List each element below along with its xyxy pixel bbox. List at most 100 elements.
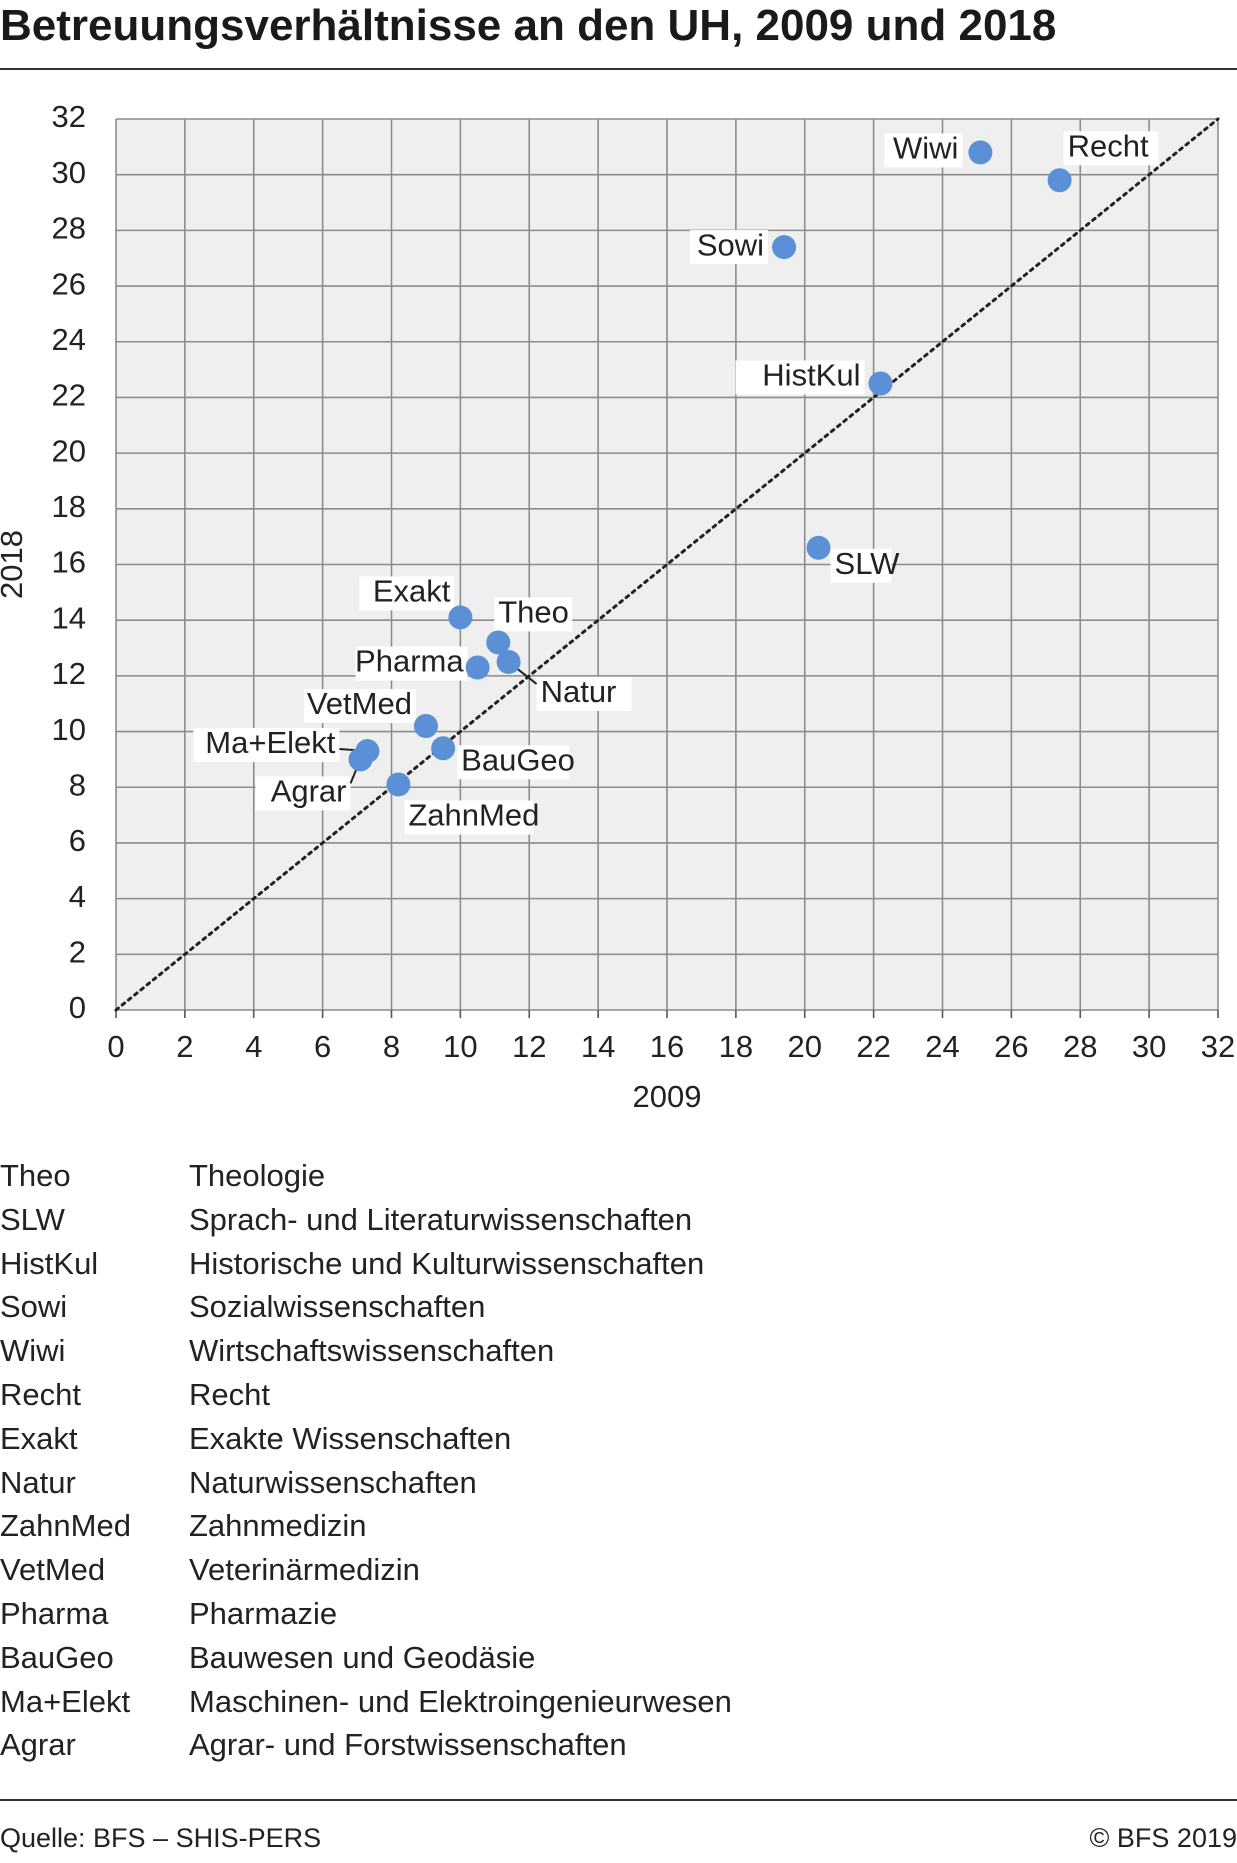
y-tick-label: 20 bbox=[52, 433, 86, 468]
point-label-background-pharma bbox=[355, 646, 468, 681]
y-tick-label: 22 bbox=[52, 378, 86, 413]
data-point-theo bbox=[486, 630, 511, 655]
data-point-exakt bbox=[448, 605, 473, 630]
legend-row: VetMed Veterinärmedizin bbox=[0, 1548, 1237, 1592]
point-label-pharma: Pharma bbox=[355, 644, 464, 679]
x-tick-label: 30 bbox=[1132, 1029, 1166, 1064]
y-tick-label: 30 bbox=[52, 155, 86, 190]
point-label-background-vetmed bbox=[303, 688, 416, 723]
x-tick-label: 6 bbox=[314, 1029, 331, 1064]
point-label-histkul: HistKul bbox=[762, 358, 860, 393]
y-tick-label: 12 bbox=[52, 656, 86, 691]
title-divider bbox=[0, 68, 1237, 70]
legend-abbreviation: Natur bbox=[0, 1464, 76, 1500]
legend-row: Exakt Exakte Wissenschaften bbox=[0, 1417, 1237, 1461]
point-label-sowi: Sowi bbox=[697, 227, 764, 262]
data-point-natur bbox=[496, 649, 521, 674]
legend-row: Ma+Elekt Maschinen- und Elektroingenieurw… bbox=[0, 1680, 1237, 1724]
legend-row: Theo Theologie bbox=[0, 1154, 1237, 1198]
data-point-sowi bbox=[772, 235, 797, 260]
x-axis-title: 2009 bbox=[633, 1079, 702, 1114]
y-tick-label: 2 bbox=[69, 935, 86, 970]
y-tick-label: 32 bbox=[52, 99, 86, 134]
point-label-zahnmed: ZahnMed bbox=[408, 798, 539, 833]
point-label-background-ma-elekt bbox=[193, 728, 340, 763]
point-label-theo: Theo bbox=[498, 595, 569, 630]
point-label-background-agrar bbox=[255, 776, 351, 811]
point-label-natur: Natur bbox=[541, 674, 617, 709]
y-axis-title: 2018 bbox=[0, 530, 29, 599]
x-tick-label: 8 bbox=[383, 1029, 400, 1064]
legend-row: Wiwi Wirtschaftswissenschaften bbox=[0, 1329, 1237, 1373]
x-tick-label: 12 bbox=[512, 1029, 546, 1064]
x-tick-label: 20 bbox=[788, 1029, 822, 1064]
legend-full-name: Historische und Kulturwissenschaften bbox=[189, 1245, 705, 1281]
data-point-baugeo bbox=[431, 736, 456, 761]
x-tick-label: 32 bbox=[1201, 1029, 1235, 1064]
legend-row: ZahnMed Zahnmedizin bbox=[0, 1504, 1237, 1548]
legend-abbreviation: Recht bbox=[0, 1377, 81, 1412]
y-tick-label: 16 bbox=[52, 545, 86, 580]
reference-diagonal-line bbox=[114, 117, 1220, 1012]
point-label-background-histkul bbox=[735, 360, 865, 395]
chart-title: Betreuungsverhältnisse an den UH, 2009 u… bbox=[0, 1, 1057, 50]
legend-full-name: Wirtschaftswissenschaften bbox=[189, 1333, 555, 1369]
point-label-background-sowi bbox=[690, 230, 769, 265]
x-tick-label: 16 bbox=[650, 1029, 684, 1064]
x-tick-label: 28 bbox=[1063, 1029, 1097, 1064]
y-tick-label: 0 bbox=[69, 990, 86, 1025]
point-label-background-baugeo bbox=[457, 745, 570, 780]
source-note: Quelle: BFS – SHIS-PERS bbox=[0, 1823, 322, 1853]
point-label-agrar: Agrar bbox=[271, 774, 347, 809]
legend-full-name: Maschinen- und Elektroingenieurwesen bbox=[189, 1683, 732, 1719]
x-tick-label: 26 bbox=[994, 1029, 1028, 1064]
y-tick-label: 6 bbox=[69, 823, 86, 858]
legend-abbreviation: Wiwi bbox=[0, 1333, 66, 1369]
y-tick-label: 28 bbox=[52, 211, 86, 246]
legend-full-name: Exakte Wissenschaften bbox=[189, 1420, 512, 1456]
point-label-background-wiwi bbox=[884, 133, 963, 168]
point-label-background-theo bbox=[494, 597, 573, 632]
legend-row: Sowi Sozialwissenschaften bbox=[0, 1285, 1237, 1329]
point-label-recht: Recht bbox=[1068, 128, 1149, 163]
data-point-recht bbox=[1047, 168, 1072, 193]
legend-full-name: Pharmazie bbox=[189, 1596, 338, 1631]
legend-row: Recht Recht bbox=[0, 1373, 1237, 1417]
legend-row: HistKul Historische und Kulturwissenschaf… bbox=[0, 1242, 1237, 1286]
point-label-background-natur bbox=[536, 676, 632, 711]
legend-abbreviation: Ma+Elekt bbox=[0, 1683, 131, 1719]
legend-full-name: Agrar- und Forstwissenschaften bbox=[189, 1727, 627, 1763]
y-tick-label: 10 bbox=[52, 712, 86, 747]
x-tick-label: 10 bbox=[443, 1029, 477, 1064]
x-tick-label: 4 bbox=[245, 1029, 262, 1064]
legend-abbreviation: Exakt bbox=[0, 1420, 78, 1456]
y-tick-label: 8 bbox=[69, 767, 86, 802]
legend-row: BauGeo Bauwesen und Geodäsie bbox=[0, 1636, 1237, 1680]
legend-abbreviation: ZahnMed bbox=[0, 1508, 131, 1544]
legend-full-name: Bauwesen und Geodäsie bbox=[189, 1639, 536, 1675]
legend-abbreviation: VetMed bbox=[0, 1552, 106, 1588]
x-tick-label: 24 bbox=[925, 1029, 959, 1064]
point-label-background-zahnmed bbox=[404, 800, 534, 835]
y-tick-label: 24 bbox=[52, 322, 86, 357]
x-tick-label: 14 bbox=[581, 1029, 615, 1064]
legend-full-name: Naturwissenschaften bbox=[189, 1464, 477, 1500]
data-point-slw bbox=[806, 535, 831, 560]
legend-full-name: Zahnmedizin bbox=[189, 1508, 367, 1544]
point-label-baugeo: BauGeo bbox=[461, 742, 575, 777]
legend-abbreviation: Theo bbox=[0, 1158, 71, 1193]
point-label-slw: SLW bbox=[835, 546, 901, 581]
scatter-chart: 0 2 4 6 8 10 12 14 16 18 20 22 24 26 28 30 3202468101214… bbox=[0, 99, 1235, 1114]
point-label-background-recht bbox=[1063, 131, 1159, 166]
data-point-histkul bbox=[868, 371, 893, 396]
point-label-ma-elekt: Ma+Elekt bbox=[205, 725, 335, 760]
x-tick-label: 0 bbox=[107, 1029, 124, 1064]
point-label-background-exakt bbox=[359, 576, 455, 611]
copyright-note: © BFS 2019 bbox=[1089, 1823, 1237, 1853]
data-point-zahnmed bbox=[386, 772, 411, 797]
data-point-vetmed bbox=[413, 713, 438, 738]
point-label-wiwi: Wiwi bbox=[893, 131, 958, 166]
legend-full-name: Theologie bbox=[189, 1158, 326, 1193]
point-label-background-slw bbox=[830, 548, 892, 583]
legend-full-name: Sprach- und Literaturwissenschaften bbox=[189, 1201, 693, 1237]
